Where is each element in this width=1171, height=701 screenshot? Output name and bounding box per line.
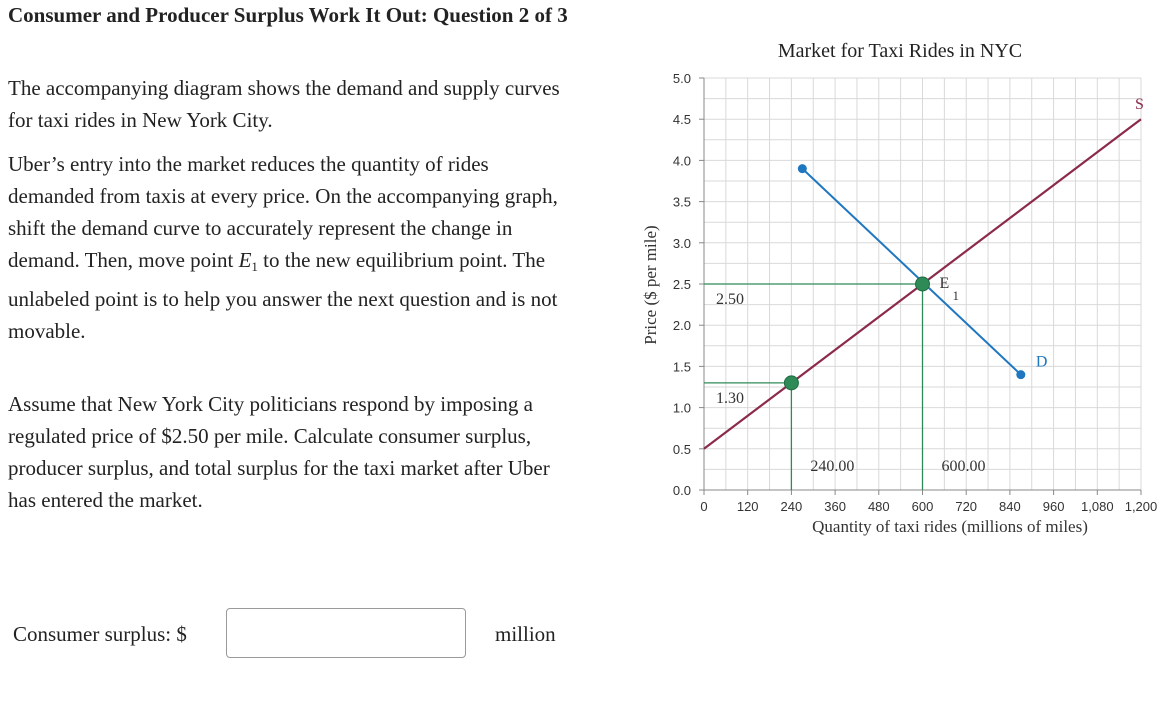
- instructions-text-b: to the new equilibrium point. The unlabe…: [8, 248, 558, 343]
- y-tick-label: 5.0: [673, 71, 691, 86]
- equilibrium-point-e1: [915, 276, 930, 292]
- y-axis-label: Price ($ per mile): [641, 225, 660, 344]
- y-tick-label: 2.0: [673, 318, 691, 333]
- x-tick-label: 240: [781, 499, 803, 514]
- question-task: Assume that New York City politicians re…: [8, 392, 550, 512]
- consumer-surplus-unit: million: [495, 622, 556, 646]
- x-tick-label: 600: [912, 499, 934, 514]
- x-tick-label: 0: [700, 499, 707, 514]
- x-axis-label: Quantity of taxi rides (millions of mile…: [812, 517, 1088, 536]
- point-e-letter: E: [238, 248, 252, 272]
- x-tick-label: 120: [737, 499, 759, 514]
- equilibrium-label: E: [940, 275, 950, 292]
- x-tick-label: 480: [868, 499, 890, 514]
- x-tick-label: 360: [824, 499, 846, 514]
- supply-label: S: [1135, 96, 1144, 113]
- chart-axes: 0.0 0.5 1.0 1.5 2.0 2.5 3.0 3.5 4.0 4.5 5.0 0 120 240…: [673, 71, 1157, 514]
- y-tick-label: 1.0: [673, 401, 691, 416]
- consumer-surplus-input[interactable]: [226, 608, 466, 658]
- taxi-market-chart: Market for Taxi Rides in NYC 0.0 0.5 1.0 1.…: [641, 40, 1157, 536]
- y-tick-label: 0.0: [673, 483, 691, 498]
- x-tick-label: 1,080: [1081, 499, 1114, 514]
- demand-handle-start: [797, 164, 807, 174]
- fixed-point: [783, 375, 799, 391]
- y-tick-label: 3.5: [673, 195, 691, 210]
- x-tick-label: 840: [999, 499, 1021, 514]
- question-panel: Consumer and Producer Surplus Work It Ou…: [8, 0, 568, 658]
- question-instructions: Uber’s entry into the market reduces the…: [8, 148, 568, 347]
- consumer-surplus-label: Consumer surplus: $: [13, 622, 187, 646]
- question-intro: The accompanying diagram shows the deman…: [8, 76, 560, 132]
- price-guide-label: 1.30: [716, 390, 744, 407]
- consumer-surplus-row: Consumer surplus: $ million: [8, 608, 588, 660]
- point-e1-label: E1: [238, 248, 258, 274]
- y-tick-label: 0.5: [673, 442, 691, 457]
- price-guide-label: 2.50: [716, 291, 744, 308]
- equilibrium-label-subscript: 1: [953, 288, 960, 303]
- chart-container: Market for Taxi Rides in NYC 0.0 0.5 1.0 1.…: [620, 0, 1165, 550]
- y-tick-label: 1.5: [673, 359, 691, 374]
- instructions-text-a: Uber’s entry into the market reduces the…: [8, 152, 558, 272]
- chart-markers: E1: [783, 275, 960, 391]
- quantity-guide-label: 240.00: [810, 458, 854, 475]
- chart-guides: 2.50 600.00 1.30 240.00: [704, 283, 986, 490]
- demand-handle-end: [1016, 370, 1026, 380]
- y-tick-label: 4.5: [673, 112, 691, 127]
- y-tick-label: 4.0: [673, 153, 691, 168]
- quantity-guide-label: 600.00: [942, 458, 986, 475]
- y-tick-label: 3.0: [673, 236, 691, 251]
- x-tick-label: 720: [955, 499, 977, 514]
- x-tick-label: 1,200: [1125, 499, 1158, 514]
- x-tick-label: 960: [1043, 499, 1065, 514]
- chart-title: Market for Taxi Rides in NYC: [778, 40, 1022, 62]
- point-e-subscript: 1: [251, 259, 258, 274]
- demand-label: D: [1036, 354, 1048, 371]
- question-title: Consumer and Producer Surplus Work It Ou…: [8, 3, 568, 27]
- y-tick-label: 2.5: [673, 277, 691, 292]
- demand-curve: [801, 167, 1022, 376]
